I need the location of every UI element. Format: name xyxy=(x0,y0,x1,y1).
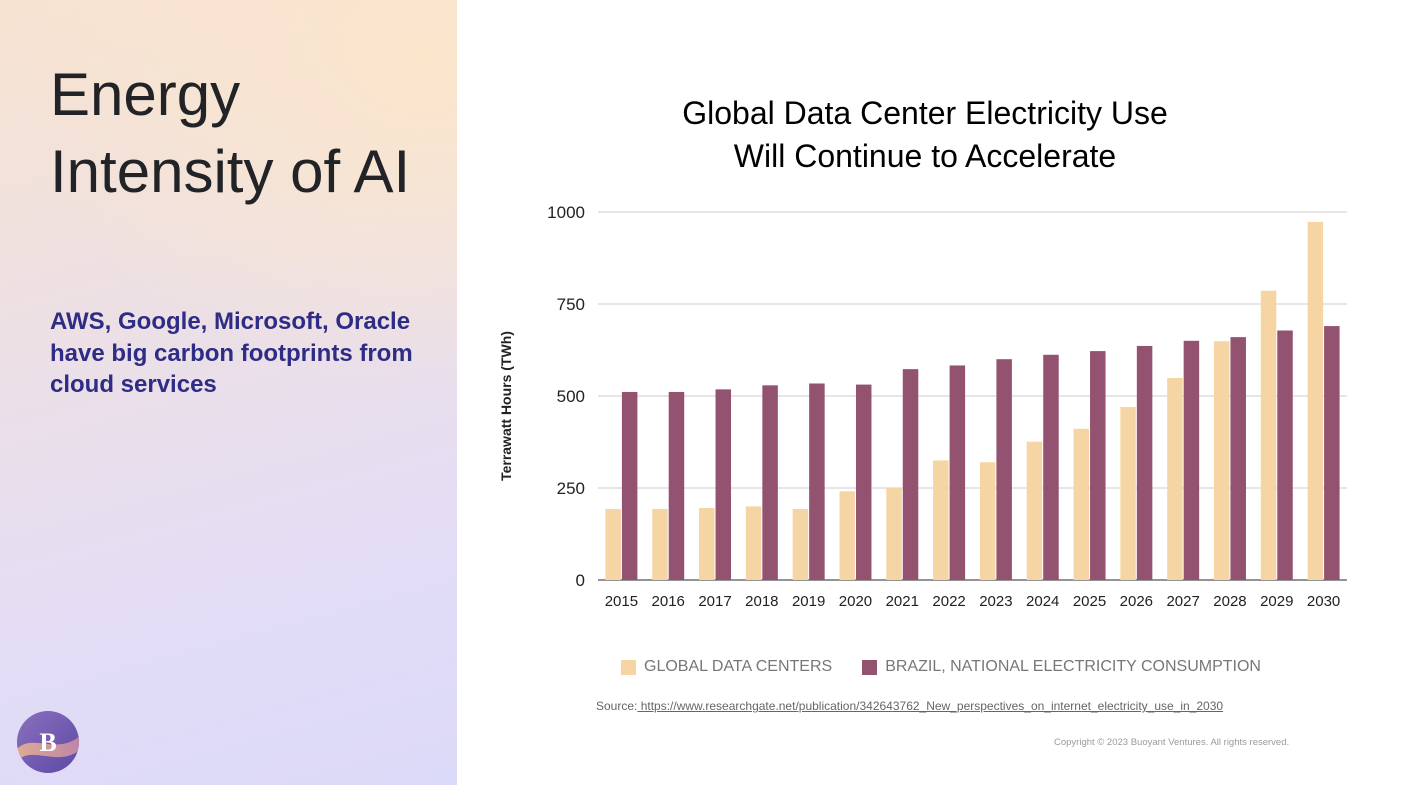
bar-brazil xyxy=(1230,337,1246,580)
bar-data-centers xyxy=(1167,377,1183,580)
x-tick-label: 2020 xyxy=(839,593,872,610)
logo-letter: B xyxy=(39,728,56,757)
bar-data-centers xyxy=(652,508,668,580)
legend-label-brazil: BRAZIL, NATIONAL ELECTRICITY CONSUMPTION xyxy=(885,658,1261,675)
x-tick-label: 2016 xyxy=(652,593,685,610)
x-tick-label: 2029 xyxy=(1260,593,1293,610)
x-tick-label: 2019 xyxy=(792,593,825,610)
y-tick-label: 750 xyxy=(557,295,585,314)
x-tick-label: 2015 xyxy=(605,593,638,610)
bar-data-centers xyxy=(1307,221,1324,580)
bar-data-centers xyxy=(886,488,902,580)
x-tick-label: 2022 xyxy=(932,593,965,610)
buoyant-logo: B xyxy=(17,711,79,773)
x-tick-label: 2017 xyxy=(698,593,731,610)
slide-subtitle: AWS, Google, Microsoft, Oracle have big … xyxy=(50,308,413,398)
chart-legend: GLOBAL DATA CENTERS BRAZIL, NATIONAL ELE… xyxy=(621,656,1291,678)
legend-item-brazil: BRAZIL, NATIONAL ELECTRICITY CONSUMPTION xyxy=(862,658,1261,676)
legend-swatch-brazil xyxy=(862,659,878,675)
y-axis-label: Terrawatt Hours (TWh) xyxy=(498,331,514,481)
bar-brazil xyxy=(621,391,638,580)
x-tick-label: 2021 xyxy=(886,593,919,610)
legend-label-data-centers: GLOBAL DATA CENTERS xyxy=(644,658,833,675)
copyright-notice: Copyright © 2023 Buoyant Ventures. All r… xyxy=(1054,737,1290,748)
chart-title: Global Data Center Electricity Use Will … xyxy=(590,92,1260,178)
y-tick-label: 250 xyxy=(557,479,585,498)
bar-data-centers xyxy=(979,462,996,580)
bar-brazil xyxy=(1277,330,1293,580)
x-tick-label: 2023 xyxy=(979,593,1012,610)
left-panel: Energy Intensity of AI AWS, Google, Micr… xyxy=(0,0,457,785)
bar-brazil xyxy=(715,389,732,580)
bar-data-centers xyxy=(1026,441,1043,580)
legend-swatch-data-centers xyxy=(621,659,636,675)
bar-brazil xyxy=(949,365,966,580)
x-tick-label: 2025 xyxy=(1073,593,1106,610)
bar-brazil xyxy=(1183,340,1200,580)
y-tick-label: 500 xyxy=(557,387,585,406)
bar-data-centers xyxy=(933,460,949,580)
bar-data-centers xyxy=(792,508,809,580)
legend-item-data-centers: GLOBAL DATA CENTERS xyxy=(621,658,832,676)
bar-brazil xyxy=(762,385,778,580)
bar-data-centers xyxy=(699,507,715,580)
source-citation: Source: https://www.researchgate.net/pub… xyxy=(596,699,1223,713)
x-tick-label: 2018 xyxy=(745,593,778,610)
bar-data-centers xyxy=(1260,290,1277,580)
bar-brazil xyxy=(809,383,825,580)
slide-title: Energy Intensity of AI xyxy=(50,61,411,205)
bar-data-centers xyxy=(605,508,621,580)
x-tick-label: 2027 xyxy=(1166,593,1199,610)
x-tick-label: 2030 xyxy=(1307,593,1340,610)
y-tick-label: 1000 xyxy=(547,203,585,222)
bar-data-centers xyxy=(745,506,762,580)
bar-brazil xyxy=(1090,351,1106,580)
bar-brazil xyxy=(902,369,919,580)
bar-data-centers xyxy=(839,491,855,580)
bar-data-centers xyxy=(1073,428,1090,580)
bar-data-centers xyxy=(1120,407,1136,580)
source-label: Source: xyxy=(596,699,638,713)
bar-brazil xyxy=(855,384,872,580)
chart-title-line-2: Will Continue to Accelerate xyxy=(733,138,1117,174)
x-tick-label: 2028 xyxy=(1213,593,1246,610)
bar-brazil xyxy=(1136,345,1153,580)
x-tick-label: 2026 xyxy=(1120,593,1153,610)
bar-brazil xyxy=(1324,326,1340,580)
bar-brazil xyxy=(1043,354,1059,580)
bar-chart: 0 250 500 750 1000 2015 2016 2017 2018 2019 2020 20… xyxy=(498,203,1347,610)
bar-data-centers xyxy=(1213,341,1230,580)
bar-brazil xyxy=(668,391,685,580)
x-tick-label: 2024 xyxy=(1026,593,1059,610)
y-tick-label: 0 xyxy=(576,571,585,590)
chart-title-line-1: Global Data Center Electricity Use xyxy=(682,95,1168,131)
bar-brazil xyxy=(996,359,1012,580)
source-link[interactable]: https://www.researchgate.net/publication… xyxy=(637,699,1224,713)
